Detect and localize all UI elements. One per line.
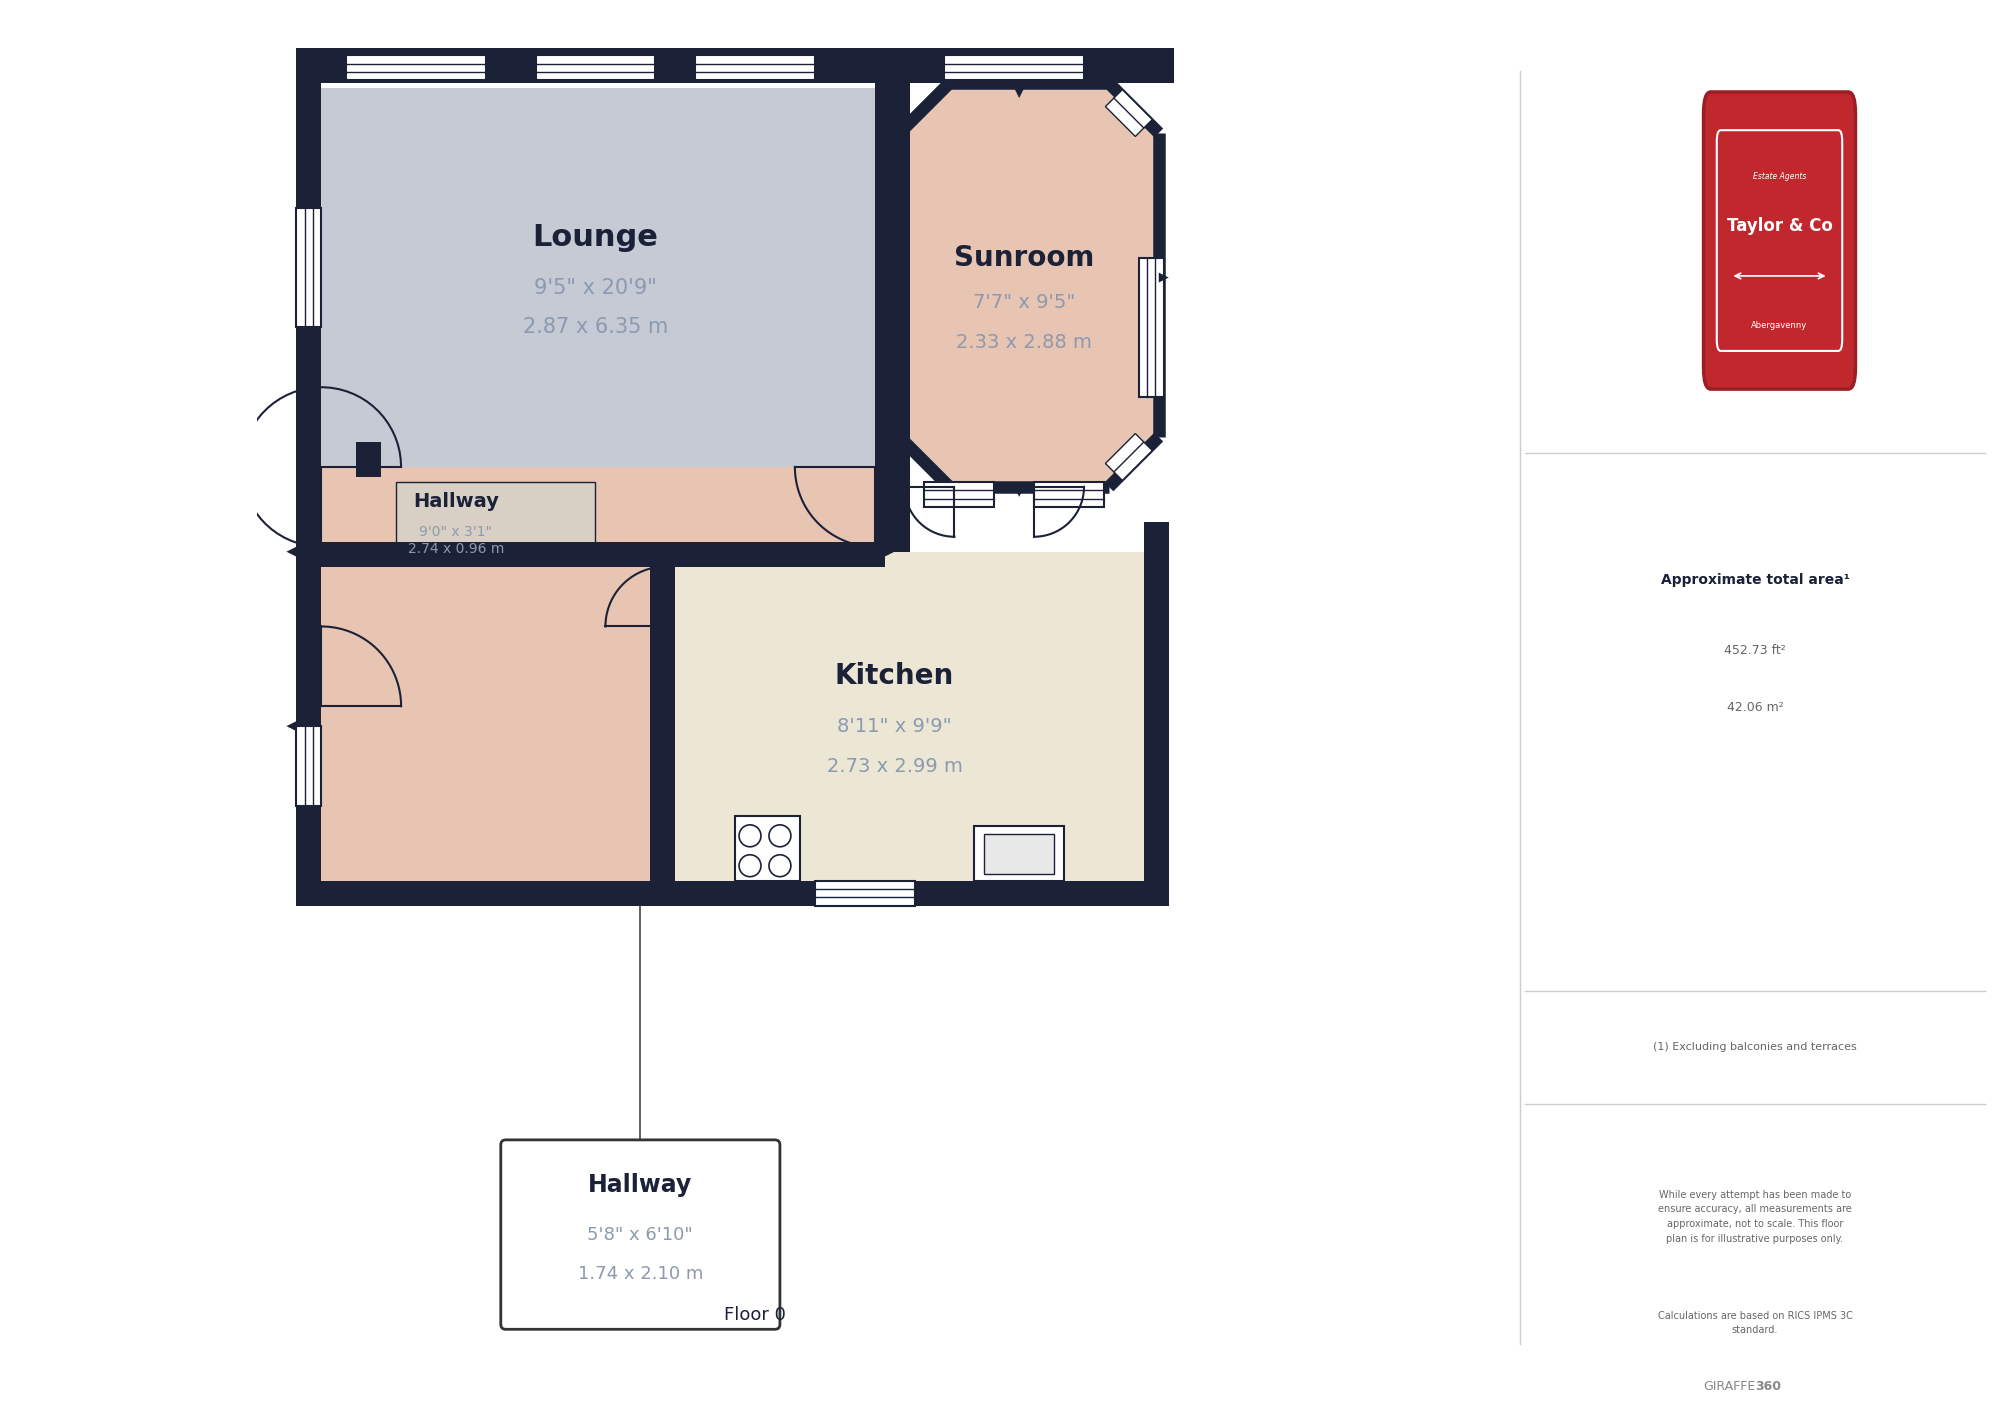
Text: Sunroom: Sunroom — [954, 243, 1094, 272]
Text: Abergavenny: Abergavenny — [1752, 321, 1808, 330]
Polygon shape — [1106, 89, 1152, 136]
Text: 42.06 m²: 42.06 m² — [1726, 700, 1784, 715]
Text: 452.73 ft²: 452.73 ft² — [1724, 644, 1786, 658]
Text: 2.73 x 2.99 m: 2.73 x 2.99 m — [826, 757, 962, 775]
Text: 9'5" x 20'9": 9'5" x 20'9" — [534, 277, 656, 297]
Bar — [296, 726, 322, 807]
FancyBboxPatch shape — [1704, 92, 1856, 389]
Bar — [650, 546, 676, 906]
Text: Floor 0: Floor 0 — [724, 1306, 786, 1324]
Text: 1.74 x 2.10 m: 1.74 x 2.10 m — [578, 1265, 704, 1283]
Text: 2.87 x 6.35 m: 2.87 x 6.35 m — [522, 317, 668, 337]
Text: Hallway: Hallway — [588, 1173, 692, 1197]
Bar — [1034, 483, 1104, 507]
Polygon shape — [1014, 487, 1024, 497]
Circle shape — [768, 855, 790, 877]
Circle shape — [768, 825, 790, 846]
Text: GIRAFFE: GIRAFFE — [1702, 1380, 1756, 1394]
Bar — [874, 54, 910, 552]
Polygon shape — [322, 552, 666, 890]
Polygon shape — [322, 467, 874, 552]
Polygon shape — [1106, 433, 1152, 481]
Text: Taylor & Co: Taylor & Co — [1726, 218, 1832, 235]
Text: (1) Excluding balconies and terraces: (1) Excluding balconies and terraces — [1654, 1041, 1856, 1053]
Bar — [944, 55, 1084, 81]
Bar — [536, 55, 656, 81]
Text: 9'0" x 3'1": 9'0" x 3'1" — [420, 525, 492, 539]
Bar — [296, 48, 322, 149]
Text: Kitchen: Kitchen — [834, 662, 954, 691]
Polygon shape — [286, 722, 296, 732]
Bar — [296, 208, 322, 327]
Text: 360: 360 — [1756, 1380, 1782, 1394]
Bar — [296, 880, 1164, 906]
Text: Calculations are based on RICS IPMS 3C
standard.: Calculations are based on RICS IPMS 3C s… — [1658, 1310, 1852, 1336]
Bar — [356, 441, 382, 477]
Bar — [396, 483, 596, 552]
Bar — [296, 542, 884, 566]
Polygon shape — [666, 552, 1144, 890]
Bar — [984, 833, 1054, 873]
Polygon shape — [874, 483, 884, 492]
Bar — [696, 55, 814, 81]
Bar — [814, 880, 914, 906]
Polygon shape — [286, 546, 296, 556]
Bar — [924, 483, 994, 507]
Text: 5'8" x 6'10": 5'8" x 6'10" — [588, 1225, 694, 1244]
Bar — [296, 48, 894, 83]
Polygon shape — [884, 546, 894, 556]
Polygon shape — [1158, 273, 1168, 283]
Polygon shape — [322, 88, 874, 467]
Text: 8'11" x 9'9": 8'11" x 9'9" — [838, 716, 952, 736]
Text: Estate Agents: Estate Agents — [1752, 173, 1806, 181]
Circle shape — [740, 825, 760, 846]
Text: 2.33 x 2.88 m: 2.33 x 2.88 m — [956, 333, 1092, 352]
FancyBboxPatch shape — [500, 1140, 780, 1329]
Bar — [824, 542, 880, 566]
Bar — [736, 816, 800, 880]
Text: While every attempt has been made to
ensure accuracy, all measurements are
appro: While every attempt has been made to ens… — [1658, 1190, 1852, 1244]
Polygon shape — [900, 83, 1158, 487]
Text: 2.74 x 0.96 m: 2.74 x 0.96 m — [408, 542, 504, 556]
Text: Hallway: Hallway — [412, 492, 498, 511]
Polygon shape — [880, 88, 890, 98]
Bar — [346, 55, 486, 81]
Bar — [1144, 522, 1168, 906]
Polygon shape — [880, 487, 890, 497]
Polygon shape — [1014, 88, 1024, 98]
Text: Lounge: Lounge — [532, 224, 658, 252]
Bar — [1138, 258, 1164, 398]
Bar — [974, 826, 1064, 880]
Bar — [296, 48, 322, 906]
Bar — [894, 48, 1174, 83]
Text: 7'7" x 9'5": 7'7" x 9'5" — [972, 293, 1076, 311]
Circle shape — [740, 855, 760, 877]
Text: Approximate total area¹: Approximate total area¹ — [1660, 573, 1850, 587]
